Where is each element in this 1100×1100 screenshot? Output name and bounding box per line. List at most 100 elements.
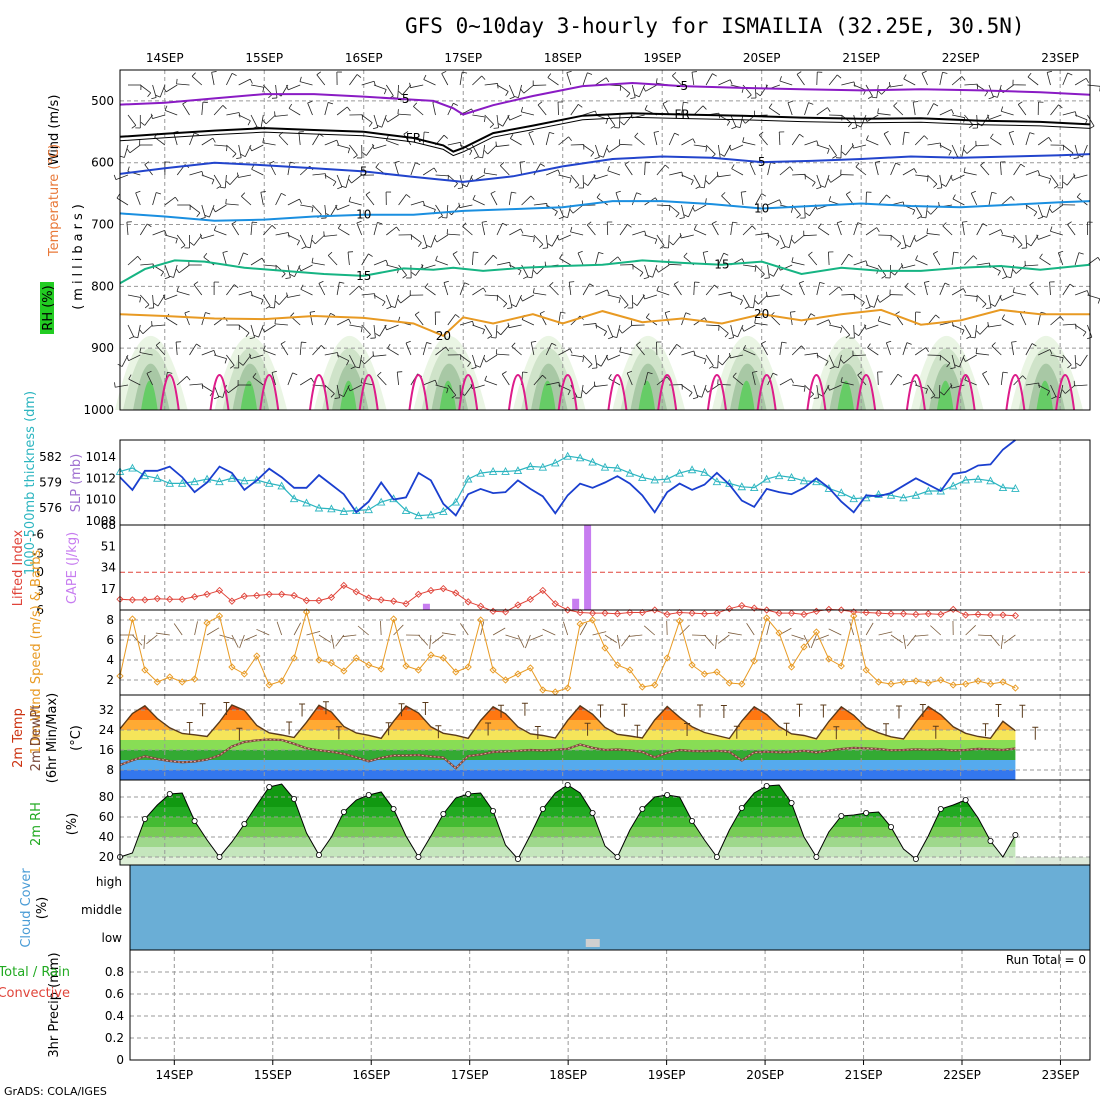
panels: 14SEP 15SEP 16SEP 17SEP 18SEP 19SEP 20SEP 21SEP… (0, 51, 1100, 1082)
wind-barb (798, 282, 805, 296)
wind-barb-flag (1053, 185, 1059, 189)
wind-barb-flag (962, 221, 968, 223)
wind-barb-flag (116, 193, 121, 199)
wind-barb (705, 144, 716, 155)
wind-barb-flag (854, 332, 859, 337)
wind-barb (594, 384, 608, 387)
wind-barb (653, 132, 658, 146)
wind-barb (299, 342, 302, 356)
wind-barb (632, 230, 645, 236)
wind-barb-flag (728, 337, 734, 340)
wind-barb (779, 166, 791, 176)
wind-barb-flag (719, 153, 725, 157)
temperature-band (120, 705, 1016, 710)
wind-barb (373, 222, 378, 236)
wind-barb-flag (926, 176, 929, 182)
wind-barb-flag (418, 242, 422, 247)
wind-barb-flag (598, 252, 604, 255)
wind-barb-flag (285, 277, 291, 279)
wind10-marker (389, 615, 398, 623)
wind-barb-flag (457, 187, 463, 190)
wind-barb-flag (271, 370, 277, 373)
rh-shade-90 (737, 380, 755, 410)
wind10-marker (999, 678, 1007, 686)
upper-air-background (120, 70, 1090, 410)
wind-barb (853, 222, 859, 236)
wind-barb (144, 114, 153, 126)
thickness-marker (613, 463, 622, 472)
wind-barb-flag (716, 171, 719, 177)
wind10-marker (949, 681, 957, 689)
wind-barb (201, 174, 215, 181)
wind-barb (631, 192, 637, 206)
wind-barb (596, 197, 608, 206)
wind-barb (519, 162, 522, 176)
wind-barb (902, 168, 915, 176)
wind-barb (939, 354, 951, 364)
wind-barb (742, 264, 756, 268)
wind-barb (616, 324, 621, 338)
wind-barb (495, 324, 498, 338)
wind10-marker (663, 654, 671, 662)
wind-barb-flag (220, 186, 226, 189)
wind-barb-flag (443, 134, 448, 139)
wind-barb (853, 324, 855, 339)
wind-barb (656, 204, 670, 207)
wind-barb-flag (846, 191, 851, 195)
wind10-marker (738, 680, 746, 688)
wind10-barb (492, 627, 506, 636)
wind-barb-flag (808, 251, 813, 256)
wind-barb-flag (997, 270, 1001, 276)
wind-barb-flag (559, 254, 563, 259)
wind-barb-flag (627, 224, 632, 228)
wind-barb (595, 354, 598, 368)
wind-barb (816, 144, 830, 150)
wind-barb-flag (1041, 215, 1047, 218)
wind-barb-flag (492, 254, 498, 259)
wind-barb-flag (222, 105, 227, 110)
wind-barb (1001, 110, 1014, 116)
wind-barb (250, 257, 263, 266)
lifted-index-marker (352, 588, 360, 596)
rh-band (120, 784, 1016, 807)
low-cloud-patch (585, 939, 600, 947)
wind-barb-flag (1076, 192, 1081, 198)
wind-barb (706, 324, 720, 327)
wind-barb-flag (224, 358, 227, 364)
wind-barb-flag (588, 364, 593, 369)
wind-barb-flag (375, 333, 380, 337)
wind10-barb (342, 634, 357, 638)
wind-barb (479, 354, 486, 368)
wind-barb (510, 138, 522, 146)
wind-barb (976, 144, 990, 147)
lifted-index-marker (414, 590, 423, 598)
wind-barb-flag (337, 186, 343, 190)
wind-barb-flag (832, 155, 837, 159)
wind-barb-flag (280, 341, 286, 345)
wind-barb (423, 204, 436, 210)
wind-barb (829, 324, 842, 329)
wind-barb-flag (787, 100, 793, 104)
precip-tick-label: 0.8 (105, 965, 124, 979)
wind-barb (173, 132, 178, 146)
day-tick-label: 16SEP (345, 51, 383, 65)
wind-tick-label: 6 (106, 633, 114, 647)
wind-barb (1029, 284, 1039, 296)
wind10-barb (746, 623, 755, 636)
pressure-tick-label: 1000 (83, 403, 114, 417)
wind-barb-flag (606, 289, 610, 295)
wind-barb (1001, 318, 1014, 326)
wind-barb (509, 228, 521, 236)
wind-barb-flag (472, 194, 476, 200)
wind-barb-flag (1009, 130, 1015, 134)
cloud-level-label: low (102, 931, 123, 945)
wind-barb (299, 81, 313, 86)
day-tick-label: 14SEP (155, 1068, 193, 1082)
wind-barb-flag (664, 164, 670, 169)
wind-barb-flag (603, 331, 607, 336)
wind-barb (595, 144, 600, 158)
wind-barb-flag (760, 273, 765, 278)
wind-barb (711, 223, 719, 236)
wind-barb (804, 140, 817, 146)
